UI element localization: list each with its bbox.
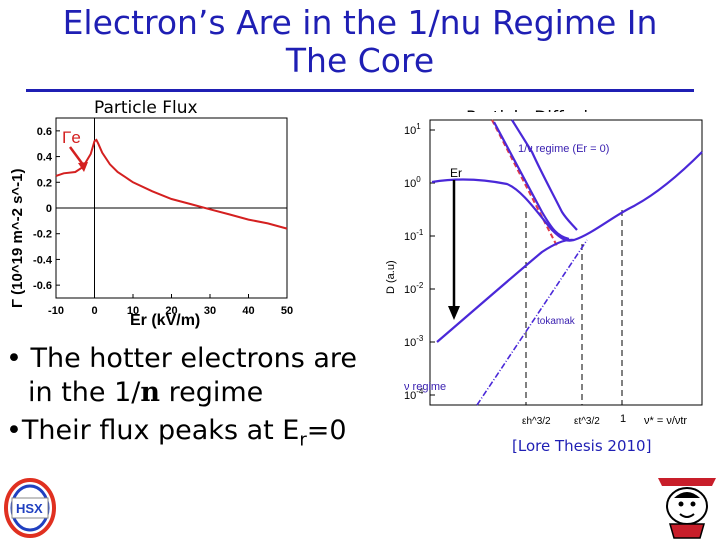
diffusion-x-axis-label: ν* = ν/νtr <box>644 415 687 427</box>
flux-annotation: Γe <box>62 128 81 147</box>
flux-y-tick-label: 0 <box>46 203 52 215</box>
flux-y-tick-label: 0.2 <box>37 177 52 189</box>
tokamak-line <box>476 239 588 406</box>
flux-y-tick-label: -0.6 <box>33 280 52 292</box>
bullet-1-line1: • The hotter electrons are <box>6 343 358 374</box>
slide-title-line1: Electron’s Are in the 1/nu Regime In <box>62 3 658 42</box>
flux-y-tick-label: -0.4 <box>33 254 53 266</box>
bullet-1-line2: in the 1/n regime <box>6 376 386 410</box>
er-label: Er <box>450 166 462 180</box>
bullet-2-pre: •Their flux peaks at E <box>6 415 300 446</box>
flux-x-tick-label: 20 <box>165 305 177 317</box>
flux-y-tick-label: -0.2 <box>33 229 52 241</box>
diffusion-curve-upper <box>511 119 578 231</box>
flux-y-axis-label: Γ (10^19 m^-2 s^-1) <box>9 168 26 308</box>
nu-regime-label: ν regime <box>404 381 446 393</box>
flux-x-axis-label: Er (kV/m) <box>130 312 200 329</box>
hsx-logo-text: HSX <box>16 501 43 516</box>
x-tick-eps-h: εh^3/2 <box>522 416 551 427</box>
x-tick-one: 1 <box>620 413 626 425</box>
bullet-1: • The hotter electrons are in the 1/n re… <box>6 342 386 410</box>
bullet-2-sub: r <box>299 429 307 451</box>
x-tick-eps-t: εt^3/2 <box>574 416 600 427</box>
er-arrowhead <box>448 306 460 320</box>
bullet-list: • The hotter electrons are in the 1/n re… <box>6 342 386 457</box>
flux-series-line <box>55 138 288 230</box>
tokamak-label: tokamak <box>537 316 576 327</box>
flux-x-tick-label: 30 <box>204 305 216 317</box>
bullet-2-post: =0 <box>306 415 347 446</box>
flux-ticks: -10 0 10 20 30 40 50 0.6 0.4 0.2 0 -0.2 -0.4 -0.6 <box>33 126 293 317</box>
hsx-logo: HSX <box>4 478 56 538</box>
inverse-nu-regime-label: 1/ν regime (Er = 0) <box>518 143 609 155</box>
particle-flux-title: Particle Flux <box>94 98 198 118</box>
flux-x-tick-label: 50 <box>281 305 293 317</box>
particle-flux-chart: -10 0 10 20 30 40 500.60.40.20-0.2-0.4-0.6 Γe … <box>9 117 293 329</box>
flux-x-tick-label: 10 <box>127 305 139 317</box>
citation-caption: [Lore Thesis 2010] <box>512 437 652 455</box>
bullet-1-line2-pre: in the 1/ <box>28 377 141 408</box>
diffusion-curve-mid <box>493 121 570 241</box>
flux-x-tick-label: -10 <box>48 305 64 317</box>
flux-y-tick-label: 0.4 <box>37 152 53 164</box>
flux-x-tick-label: 40 <box>242 305 254 317</box>
flux-y-tick-label: 0.6 <box>37 126 52 138</box>
bullet-1-line2-post: regime <box>160 377 264 408</box>
diffusion-y-axis-label: D (a.u) <box>385 260 397 294</box>
nu-symbol: n <box>140 377 161 408</box>
flux-x-tick-label: 0 <box>91 305 97 317</box>
badger-mascot-logo <box>658 478 716 539</box>
flux-annotation-arrowhead <box>78 162 88 172</box>
title-divider <box>26 89 694 92</box>
slide-title: Electron’s Are in the 1/nu Regime In The… <box>0 4 720 80</box>
diffusion-curve-low <box>436 238 575 343</box>
bullet-2: •Their flux peaks at Er=0 <box>6 414 386 457</box>
slide-title-line2: The Core <box>285 41 435 80</box>
diffusion-plot-frame <box>429 119 703 406</box>
